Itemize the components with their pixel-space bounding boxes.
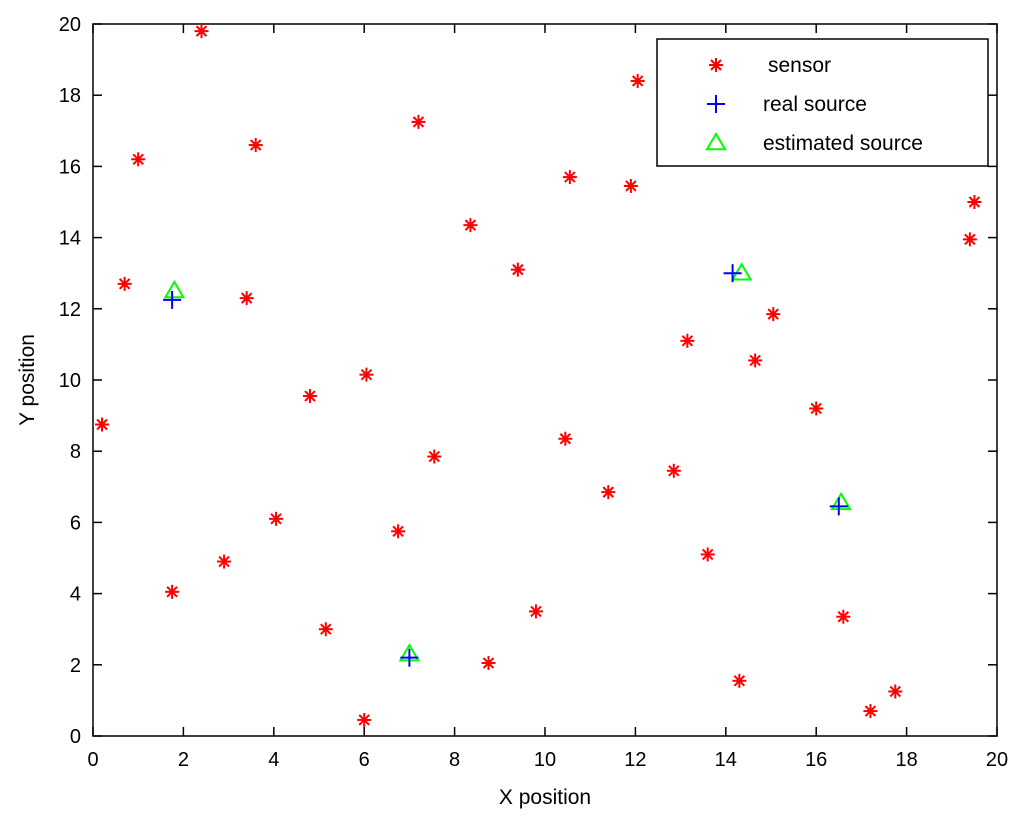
y-tick-label: 0 — [70, 726, 81, 748]
sensor-point — [131, 152, 146, 167]
sensor-point — [836, 609, 851, 624]
sensor-point — [269, 511, 284, 526]
x-tick-label: 20 — [986, 749, 1008, 771]
x-tick-label: 16 — [805, 749, 827, 771]
sensor-point — [463, 218, 478, 233]
legend-label-sensor: sensor — [768, 54, 831, 77]
sensor-point — [666, 463, 681, 478]
sensor-point — [528, 604, 543, 619]
sensor-point — [359, 367, 374, 382]
y-tick-label: 12 — [59, 299, 81, 321]
estimated-source-point — [730, 262, 753, 281]
sensor-point — [863, 704, 878, 719]
sensor-point — [357, 712, 372, 727]
sensor-point — [248, 138, 263, 153]
x-tick-label: 18 — [895, 749, 917, 771]
legend-marker-real-source — [707, 95, 725, 113]
sensor-point — [601, 485, 616, 500]
axis-ticks: 0 2 4 6 8 10 12 14 16 18 20 0 2 4 6 8 10 12 14 16 18 20 — [59, 14, 1008, 771]
legend-marks — [705, 58, 727, 151]
y-tick-label: 8 — [70, 441, 81, 463]
legend-marker-sensor — [709, 58, 723, 72]
sensor-point — [809, 401, 824, 416]
sensor-point — [117, 276, 132, 291]
sensor-point — [766, 307, 781, 322]
sensor-point — [700, 547, 715, 562]
sensor-point — [630, 73, 645, 88]
x-tick-label: 8 — [449, 749, 460, 771]
y-tick-label: 14 — [59, 228, 81, 250]
sensor-point — [962, 232, 977, 247]
estimated-source-point — [830, 491, 852, 511]
sensor-point — [888, 684, 903, 699]
x-axis-label: X position — [499, 786, 591, 809]
sensor-point — [481, 656, 496, 671]
sensor-point — [562, 170, 577, 185]
sensor-point — [623, 178, 638, 193]
x-tick-label: 0 — [87, 749, 98, 771]
y-tick-label: 16 — [59, 156, 81, 178]
sensor-point — [558, 431, 573, 446]
y-tick-label: 20 — [59, 14, 81, 36]
x-tick-label: 6 — [359, 749, 370, 771]
sensor-point — [194, 24, 209, 39]
real-source-point — [829, 497, 848, 516]
legend-marker-estimated-source — [705, 132, 727, 151]
sensor-point — [411, 114, 426, 129]
sensor-point — [680, 333, 695, 348]
estimated-source-point — [163, 280, 186, 299]
x-tick-label: 4 — [268, 749, 279, 771]
legend: sensor real source estimated source — [656, 38, 989, 167]
legend-label-real-source: real source — [763, 93, 867, 116]
sensor-point — [165, 584, 180, 599]
sensor-point — [427, 449, 442, 464]
x-tick-label: 10 — [534, 749, 556, 771]
sensor-point — [217, 554, 232, 569]
x-tick-label: 14 — [715, 749, 737, 771]
y-tick-label: 18 — [59, 85, 81, 107]
legend-label-estimated-source: estimated source — [763, 132, 923, 155]
y-tick-label: 6 — [70, 512, 81, 534]
sensor-point — [318, 622, 333, 637]
sensor-point — [302, 389, 317, 404]
y-axis-label: Y position — [16, 334, 39, 426]
sensor-point — [239, 291, 254, 306]
sensor-point — [510, 262, 525, 277]
sensor-point — [732, 673, 747, 688]
sensor-point — [391, 524, 406, 539]
x-tick-label: 2 — [178, 749, 189, 771]
y-tick-label: 4 — [70, 584, 81, 606]
sensor-point — [95, 417, 110, 432]
sensor-point — [748, 353, 763, 368]
real-source-point — [723, 264, 742, 283]
data-marks — [95, 24, 982, 727]
real-source-point — [163, 290, 182, 309]
real-source-point — [400, 648, 419, 667]
y-tick-label: 10 — [59, 370, 81, 392]
x-tick-label: 12 — [624, 749, 646, 771]
sensor-point — [967, 195, 982, 209]
y-tick-label: 2 — [70, 655, 81, 677]
